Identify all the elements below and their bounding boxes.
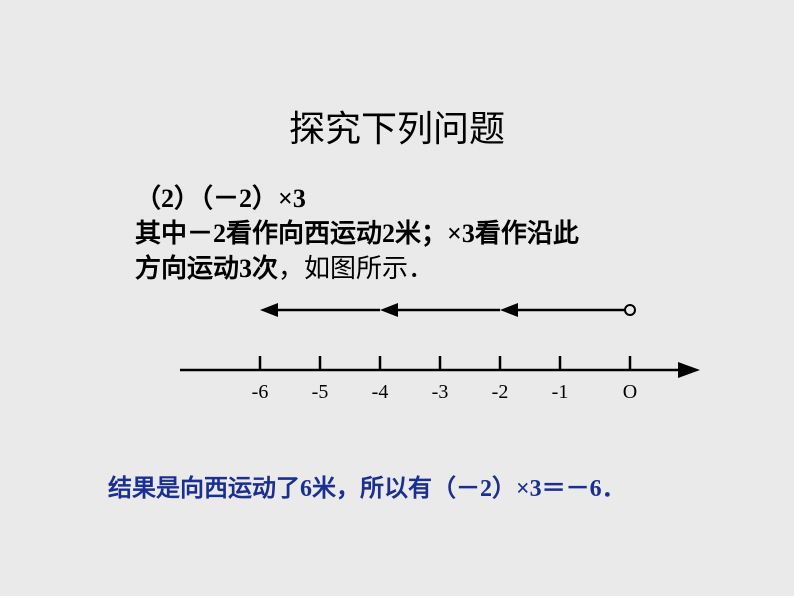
desc-line-2-rest: ，如图所示． xyxy=(278,254,434,283)
number-line-diagram: -6 -5 -4 -3 -2 -1 O xyxy=(170,290,710,440)
svg-text:-6: -6 xyxy=(252,381,269,403)
desc-line-2: 方向运动3次，如图所示． xyxy=(135,248,434,285)
desc-line-2-bold: 方向运动3次 xyxy=(135,254,278,283)
svg-text:-1: -1 xyxy=(552,381,569,403)
svg-text:-3: -3 xyxy=(432,381,449,403)
svg-text:-4: -4 xyxy=(372,381,389,403)
problem-label: （2）（－2）×3 xyxy=(135,178,306,215)
conclusion-text: 结果是向西运动了6米，所以有（－2）×3＝－6． xyxy=(108,468,626,503)
page-title: 探究下列问题 xyxy=(0,100,794,152)
desc-line-1: 其中－2看作向西运动2米；×3看作沿此 xyxy=(135,213,579,250)
svg-text:-2: -2 xyxy=(492,381,509,403)
svg-text:O: O xyxy=(623,381,637,403)
svg-text:-5: -5 xyxy=(312,381,329,403)
diagram-svg: -6 -5 -4 -3 -2 -1 O xyxy=(170,290,710,440)
